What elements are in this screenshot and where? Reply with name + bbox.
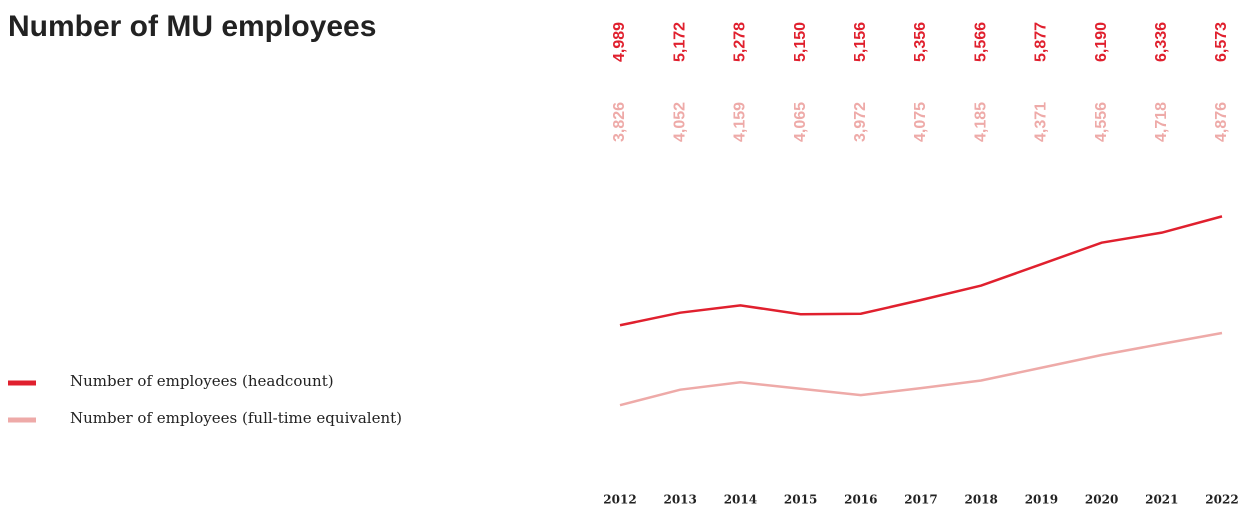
- value-label: 5,877: [1033, 22, 1050, 62]
- value-label: 5,150: [792, 22, 809, 62]
- chart-title: Number of MU employees: [8, 10, 376, 43]
- x-tick-label: 2017: [904, 493, 937, 507]
- legend-label: Number of employees (full-time equivalen…: [70, 409, 402, 427]
- x-tick-label: 2014: [724, 493, 757, 507]
- value-label: 5,278: [732, 22, 749, 62]
- value-label: 4,185: [972, 102, 989, 142]
- value-label: 4,989: [611, 22, 628, 62]
- value-label: 4,371: [1033, 102, 1050, 142]
- value-label: 6,190: [1093, 22, 1110, 62]
- line: [619, 215, 1223, 327]
- x-tick-label: 2021: [1145, 493, 1178, 507]
- x-tick-label: 2022: [1205, 493, 1238, 507]
- value-label: 5,566: [972, 22, 989, 62]
- line: [619, 331, 1223, 407]
- value-label: 4,065: [792, 102, 809, 142]
- value-label: 4,159: [732, 102, 749, 142]
- legend-label: Number of employees (headcount): [70, 372, 334, 390]
- value-label: 6,573: [1213, 22, 1230, 62]
- value-label: 6,336: [1153, 22, 1170, 62]
- value-label: 5,156: [852, 22, 869, 62]
- value-label: 4,876: [1213, 102, 1230, 142]
- value-label: 4,052: [671, 102, 688, 142]
- value-label: 4,718: [1153, 102, 1170, 142]
- value-label: 3,826: [611, 102, 628, 142]
- x-tick-label: 2013: [663, 493, 696, 507]
- value-label: 3,972: [852, 102, 869, 142]
- value-label: 5,356: [912, 22, 929, 62]
- value-label: 4,075: [912, 102, 929, 142]
- x-tick-label: 2016: [844, 493, 877, 507]
- x-tick-label: 2018: [964, 493, 997, 507]
- x-tick-label: 2020: [1085, 493, 1118, 507]
- x-tick-label: 2015: [784, 493, 817, 507]
- x-tick-label: 2019: [1025, 493, 1058, 507]
- value-label: 5,172: [671, 22, 688, 62]
- x-tick-label: 2012: [603, 493, 636, 507]
- value-label: 4,556: [1093, 102, 1110, 142]
